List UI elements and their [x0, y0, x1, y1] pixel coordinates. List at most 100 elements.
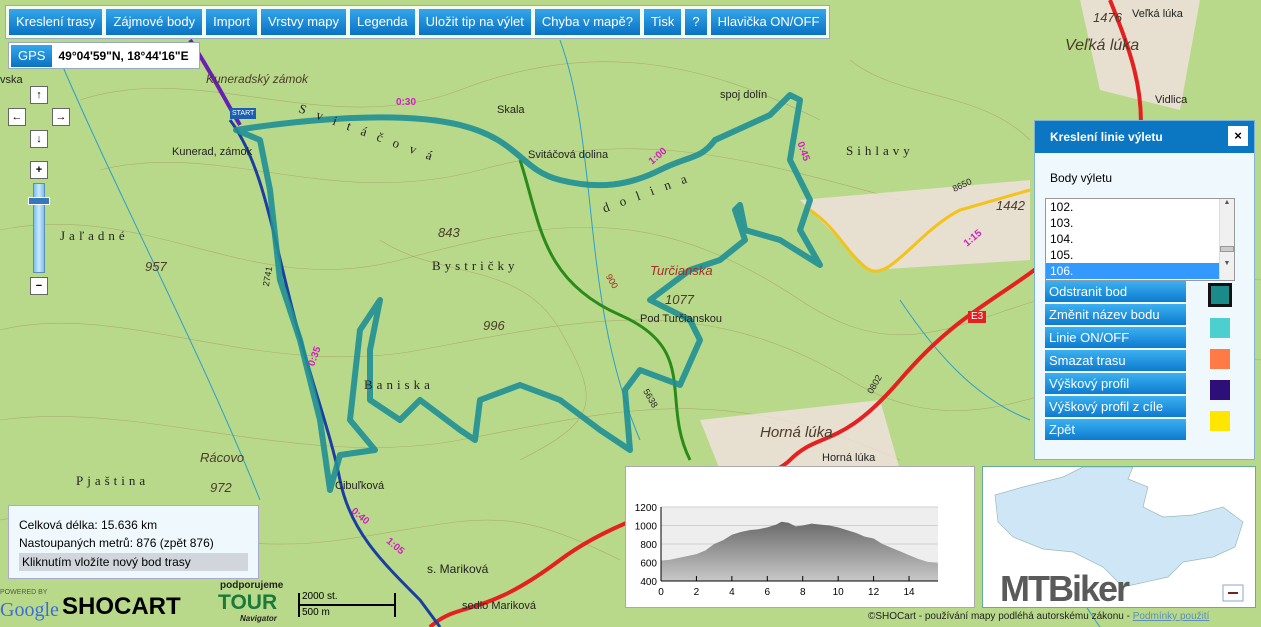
scale-bottom-label: 500 m: [302, 607, 330, 618]
map-label: Jaľadné: [60, 228, 129, 243]
header-toggle-button[interactable]: Hlavička ON/OFF: [710, 9, 827, 35]
main-toolbar: Kreslení trasy Zájmové body Import Vrstv…: [5, 5, 831, 39]
elevation-profile-button[interactable]: Výškový profil: [1045, 373, 1186, 394]
list-scrollbar[interactable]: ▲ ▼: [1219, 199, 1234, 280]
panel-title: Kreslení linie výletu: [1050, 130, 1163, 144]
x-tick-label: 2: [694, 587, 700, 598]
map-label: Bystričky: [432, 258, 519, 273]
gps-label: GPS: [11, 44, 53, 67]
map-label: 972: [210, 480, 232, 495]
map-label: Pjaština: [76, 473, 150, 488]
route-drawing-button[interactable]: Kreslení trasy: [9, 9, 103, 35]
start-marker[interactable]: START: [230, 108, 257, 119]
overview-map[interactable]: [982, 466, 1256, 608]
import-button[interactable]: Import: [206, 9, 257, 35]
navigator-text: Navigator: [240, 614, 277, 623]
map-label: Sihlavy: [846, 143, 914, 158]
copyright-text: ©SHOCart - používání mapy podléhá autors…: [868, 611, 1133, 622]
gps-coordinates: 49°04'59"N, 18°44'16"E: [58, 48, 189, 63]
zoom-slider[interactable]: [33, 183, 45, 273]
legend-button[interactable]: Legenda: [350, 9, 415, 35]
rename-point-button[interactable]: Změnit název bodu: [1045, 304, 1186, 325]
color-swatch-yellow[interactable]: [1210, 411, 1230, 431]
list-item[interactable]: 104.: [1050, 232, 1074, 246]
route-points-list[interactable]: 102. 103. 104. 105. 106. ▲ ▼: [1045, 198, 1235, 281]
map-label: 957: [145, 259, 167, 274]
map-label: Vidlica: [1155, 94, 1188, 106]
x-tick-label: 12: [868, 587, 880, 598]
pan-up-button[interactable]: ↑: [30, 86, 48, 104]
close-icon[interactable]: ×: [1228, 126, 1248, 146]
map-label: spoj dolín: [720, 89, 768, 101]
y-tick-label: 400: [640, 577, 657, 588]
map-label: sedlo Mariková: [462, 600, 536, 612]
map-label: Rácovo: [200, 450, 245, 465]
map-label: 1077: [665, 292, 694, 307]
list-item[interactable]: 102.: [1050, 200, 1074, 214]
color-swatch-teal[interactable]: [1208, 283, 1232, 307]
color-swatch-cyan[interactable]: [1210, 318, 1230, 338]
elevation-profile-chart: 400 600 800 1000 1200 0 2 4 6 8 10 12 14: [625, 466, 975, 608]
copyright-footer: ©SHOCart - používání mapy podléhá autors…: [868, 611, 1209, 623]
print-button[interactable]: Tisk: [643, 9, 682, 35]
elevation-chart-svg: 400 600 800 1000 1200 0 2 4 6 8 10 12 14: [635, 503, 938, 598]
report-error-button[interactable]: Chyba v mapě?: [534, 9, 640, 35]
google-logo: Google: [0, 599, 59, 621]
map-label: Turčianska: [650, 263, 713, 278]
route-line[interactable]: [233, 92, 823, 493]
y-tick-label: 1000: [635, 522, 658, 533]
points-of-interest-button[interactable]: Zájmové body: [106, 9, 203, 35]
remove-point-button[interactable]: Odstranit bod: [1045, 281, 1186, 302]
scale-top-label: 2000 st.: [302, 591, 338, 602]
map-label: Veľká lúka: [1132, 8, 1183, 20]
help-button[interactable]: ?: [685, 9, 707, 35]
x-tick-label: 10: [833, 587, 845, 598]
x-tick-label: 14: [903, 587, 915, 598]
map-label: Cibuľková: [335, 480, 385, 492]
pan-down-button[interactable]: ↓: [30, 130, 48, 148]
color-swatch-orange[interactable]: [1210, 349, 1230, 369]
line-toggle-button[interactable]: Linie ON/OFF: [1045, 327, 1186, 348]
save-trip-button[interactable]: Uložit tip na výlet: [418, 9, 531, 35]
points-label: Body výletu: [1050, 171, 1113, 185]
hint-text: Kliknutím vložíte nový bod trasy: [19, 553, 248, 571]
map-label: E3: [968, 311, 987, 323]
map-label: Svitáčová dolina: [528, 149, 609, 161]
map-label: Pod Turčianskou: [640, 313, 722, 325]
delete-route-button[interactable]: Smazat trasu: [1045, 350, 1186, 371]
map-label: s. Mariková: [427, 562, 489, 576]
list-item[interactable]: 103.: [1050, 216, 1074, 230]
map-label: 1442: [996, 198, 1025, 213]
tour-navigator-logo[interactable]: TOUR: [218, 591, 278, 614]
x-tick-label: 8: [800, 587, 806, 598]
zoom-out-button[interactable]: −: [30, 277, 48, 295]
shocart-logo[interactable]: SHOCART: [62, 593, 181, 620]
x-tick-label: 4: [729, 587, 735, 598]
map-label: Kunerad, zámok: [172, 146, 253, 158]
color-swatch-purple[interactable]: [1210, 380, 1230, 400]
powered-by-text: POWERED BY: [0, 589, 48, 596]
terms-link[interactable]: Podmínky použití: [1132, 611, 1210, 622]
map-label: 0:30: [396, 97, 417, 108]
map-label: Baniska: [364, 377, 434, 392]
overview-map-shape: [994, 466, 1244, 602]
scale-bar: 2000 st. 500 m: [298, 591, 396, 618]
map-label: vska: [0, 74, 23, 86]
pan-left-button[interactable]: ←: [8, 108, 26, 126]
back-button[interactable]: Zpět: [1045, 419, 1186, 440]
pan-right-button[interactable]: →: [52, 108, 70, 126]
map-label: 843: [438, 225, 460, 240]
list-item-selected[interactable]: 106.: [1046, 263, 1219, 279]
elevation-profile-reverse-button[interactable]: Výškový profil z cíle: [1045, 396, 1186, 417]
zoom-slider-handle[interactable]: [28, 197, 50, 205]
map-layers-button[interactable]: Vrstvy mapy: [260, 9, 347, 35]
map-label: 1476: [1093, 10, 1122, 25]
map-label: Horná lúka: [822, 452, 876, 464]
zoom-in-button[interactable]: +: [30, 161, 48, 179]
podporujeme-text: podporujeme: [220, 580, 284, 591]
x-tick-label: 0: [658, 587, 664, 598]
y-tick-label: 1200: [635, 503, 658, 514]
list-item[interactable]: 105.: [1050, 248, 1074, 262]
map-label: Veľká lúka: [1065, 37, 1140, 54]
y-tick-label: 800: [640, 540, 657, 551]
